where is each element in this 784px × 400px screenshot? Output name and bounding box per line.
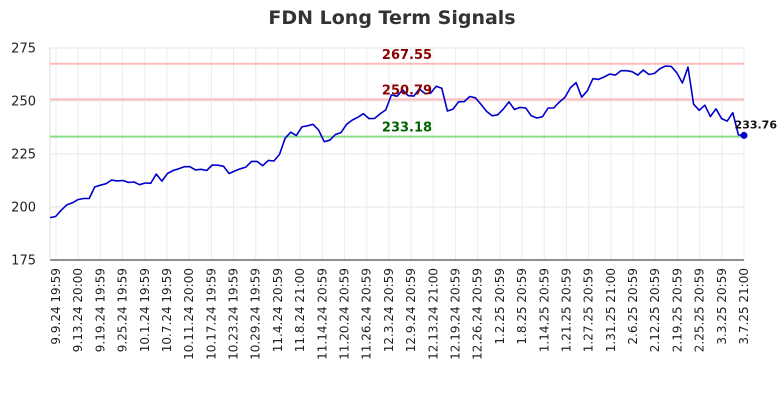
x-tick-label: 11.26.24 20:59 [360, 268, 374, 360]
x-tick-label: 10.1.24 19:59 [138, 268, 152, 352]
y-tick-label: 275 [11, 42, 36, 57]
x-tick-label: 9.25.24 19:59 [116, 268, 130, 352]
y-tick-label: 200 [11, 201, 36, 216]
x-tick-label: 12.13.24 21:00 [426, 268, 440, 360]
x-tick-label: 3.7.25 21:00 [737, 268, 751, 345]
x-tick-label: 1.2.25 20:59 [493, 268, 507, 345]
x-tick-label: 10.29.24 19:59 [249, 268, 263, 360]
x-tick-label: 1.8.25 20:59 [515, 268, 529, 345]
x-tick-label: 12.19.24 20:59 [448, 268, 462, 360]
x-tick-label: 12.9.24 20:59 [404, 268, 418, 352]
x-tick-label: 2.25.25 20:59 [693, 268, 707, 352]
x-tick-label: 9.19.24 19:59 [93, 268, 107, 352]
x-tick-label: 1.27.25 20:59 [582, 268, 596, 352]
x-tick-label: 11.4.24 20:59 [271, 268, 285, 352]
x-tick-label: 11.20.24 20:59 [338, 268, 352, 360]
last-value-label: 233.76 [735, 118, 778, 131]
y-tick-label: 225 [11, 148, 36, 163]
x-tick-label: 1.14.25 20:59 [537, 268, 551, 352]
chart-title: FDN Long Term Signals [268, 7, 516, 29]
last-point-marker [740, 131, 748, 139]
x-tick-label: 9.9.24 19:59 [49, 268, 63, 345]
x-tick-label: 1.21.25 20:59 [559, 268, 573, 352]
x-tick-label: 10.17.24 19:59 [204, 268, 218, 360]
x-tick-label: 10.7.24 19:59 [160, 268, 174, 352]
x-tick-label: 9.13.24 20:00 [71, 268, 85, 352]
x-tick-label: 2.19.25 20:59 [670, 268, 684, 352]
signal-label: 250.79 [382, 83, 432, 98]
price-line [49, 65, 745, 219]
y-tick-label: 175 [11, 254, 36, 269]
signal-label: 267.55 [382, 48, 432, 63]
x-tick-label: 10.11.24 20:00 [182, 268, 196, 360]
x-tick-label: 11.14.24 20:59 [315, 268, 329, 360]
signal-label: 233.18 [382, 121, 432, 136]
x-tick-label: 11.8.24 21:00 [293, 268, 307, 352]
x-tick-label: 2.12.25 20:59 [648, 268, 662, 352]
x-tick-label: 1.31.25 21:00 [604, 268, 618, 352]
y-tick-label: 250 [11, 95, 36, 110]
x-tick-label: 3.3.25 20:59 [715, 268, 729, 345]
x-tick-label: 12.3.24 20:59 [382, 268, 396, 352]
x-tick-label: 10.23.24 19:59 [227, 268, 241, 360]
x-tick-label: 12.26.24 20:59 [471, 268, 485, 360]
x-tick-label: 2.6.25 20:59 [626, 268, 640, 345]
